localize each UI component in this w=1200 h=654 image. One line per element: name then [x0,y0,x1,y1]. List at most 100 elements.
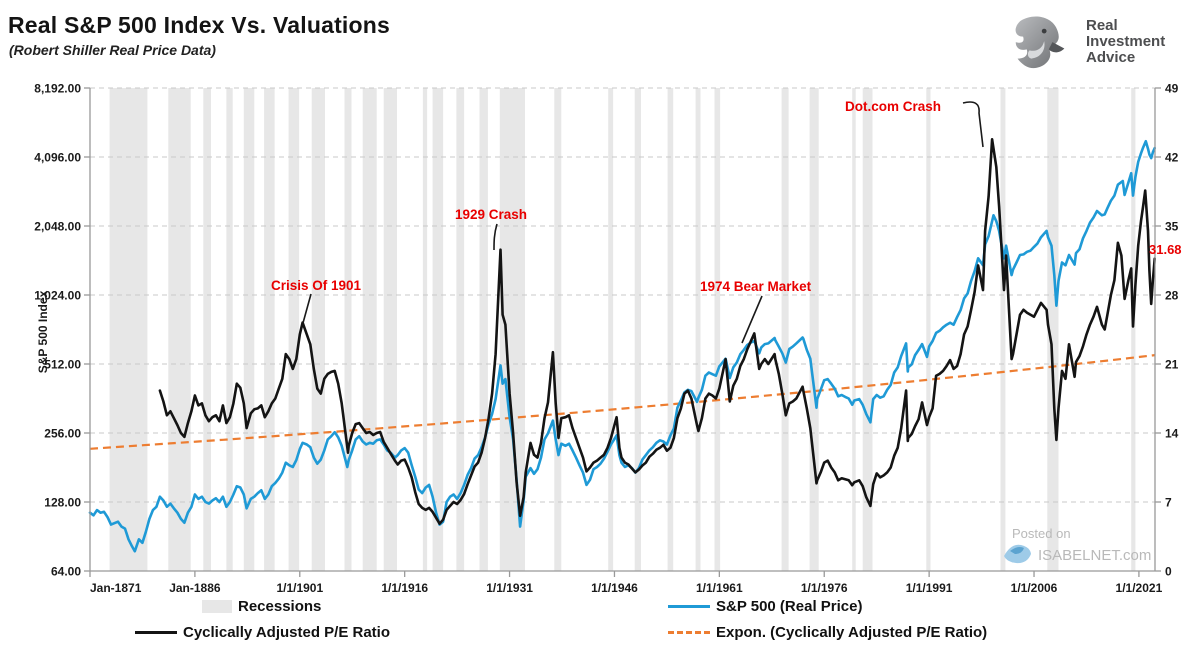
recession-band [714,88,721,571]
right-tick-label: 7 [1165,496,1172,510]
left-tick-label: 128.00 [44,496,81,510]
left-axis-title: S&P 500 Index [36,290,50,373]
page-title: Real S&P 500 Index Vs. Valuations [8,12,391,38]
x-tick-label: 1/1/1976 [801,581,848,595]
annotation-1974-bear-market: 1974 Bear Market [700,279,812,344]
x-tick-label: 1/1/2021 [1116,581,1163,595]
recession-band [344,88,352,571]
annotation-label: 1974 Bear Market [700,279,812,294]
annotation-leader-line [493,223,498,251]
right-tick-label: 35 [1165,220,1179,234]
recession-band [1000,88,1006,571]
bird-wing-icon [1010,547,1024,554]
left-tick-label: 512.00 [44,358,81,372]
legend-cape: Cyclically Adjusted P/E Ratio [135,624,390,641]
x-tick-label: 1/1/1916 [381,581,428,595]
annotation-label: Crisis Of 1901 [271,278,362,293]
axes: 8,192.00 4,096.00 2,048.00 1,024.00 512.00 25… [34,82,1178,596]
recession-band [362,88,377,571]
annotation-crisis-of-1901: Crisis Of 1901 [271,278,362,324]
recession-band [781,88,789,571]
recession-band [1047,88,1059,571]
annotation-label: 1929 Crash [455,207,527,222]
x-tick-label: Jan-1886 [169,581,221,595]
left-tick-label: 4,096.00 [34,151,81,165]
legend-expon-label: Expon. (Cyclically Adjusted P/E Ratio) [716,624,988,641]
brand-logo: Real Investment Advice [998,6,1194,80]
annotation-label: Dot.com Crash [845,99,941,114]
legend-expon: Expon. (Cyclically Adjusted P/E Ratio) [668,624,987,641]
recession-band [109,88,148,571]
recession-band [862,88,873,571]
legend-recessions: Recessions [202,598,321,615]
sp500-line-swatch [668,605,710,608]
recession-band [456,88,465,571]
legend-sp500: S&P 500 (Real Price) [668,598,862,615]
legend-sp500-label: S&P 500 (Real Price) [716,598,863,615]
recession-band [288,88,300,571]
recession-band [554,88,562,571]
watermark-posted-on: Posted on [1012,526,1071,541]
recession-band [695,88,701,571]
recession-band [264,88,275,571]
watermark: Posted on ISABELNET.com [1004,526,1151,564]
recession-band [608,88,614,571]
x-tick-label: 1/1/1901 [276,581,323,595]
annotation-leader-line [962,101,984,148]
right-tick-label: 21 [1165,358,1179,372]
right-tick-label: 14 [1165,427,1179,441]
cape-line [158,138,1156,525]
expon-trendline [89,354,1156,450]
left-tick-label: 256.00 [44,427,81,441]
left-tick-label: 8,192.00 [34,82,81,96]
annotation-1929-crash: 1929 Crash [455,207,527,251]
left-tick-label: 64.00 [51,565,81,579]
recession-band [243,88,255,571]
cape-last-value-label: 31.68 [1149,242,1182,257]
x-tick-label: 1/1/1991 [906,581,953,595]
recession-band [634,88,641,571]
recession-band [499,88,525,571]
brand-line-3: Advice [1086,49,1136,66]
annotation-dotcom-crash: Dot.com Crash [845,99,984,148]
legend-recessions-label: Recessions [238,598,322,615]
series-lines [88,138,1156,553]
recession-band [432,88,444,571]
x-tick-label: 1/1/1946 [591,581,638,595]
recession-band [479,88,488,571]
brand-name: Real Investment Advice [1086,18,1165,66]
annotation-leader-line [302,293,312,324]
left-tick-label: 1,024.00 [34,289,81,303]
annotation-leader-line [741,295,763,344]
legend-cape-label: Cyclically Adjusted P/E Ratio [183,624,391,641]
watermark-site: ISABELNET.com [1038,547,1151,564]
recession-band [667,88,674,571]
recession-band [926,88,931,571]
left-tick-label: 2,048.00 [34,220,81,234]
recession-band [311,88,325,571]
recession-bands [109,88,1136,571]
brand-line-2: Investment [1086,33,1166,50]
bird-icon [1004,544,1031,564]
recession-band [226,88,233,571]
cape-line-swatch [135,631,177,634]
x-tick-label: 1/1/1931 [486,581,533,595]
right-tick-label: 42 [1165,151,1179,165]
recession-band [1131,88,1136,571]
x-tick-label: Jan-1871 [90,581,142,595]
eagle-icon [1015,16,1065,69]
expon-line-swatch [668,631,710,634]
recession-band [203,88,211,571]
recession-band [383,88,397,571]
recession-band [168,88,191,571]
recession-band [852,88,856,571]
recession-band [809,88,819,571]
right-tick-label: 49 [1165,82,1179,96]
page-subtitle: (Robert Shiller Real Price Data) [9,42,216,58]
x-tick-label: 1/1/1961 [696,581,743,595]
recession-band [422,88,428,571]
right-tick-label: 28 [1165,289,1179,303]
right-tick-label: 0 [1165,565,1172,579]
